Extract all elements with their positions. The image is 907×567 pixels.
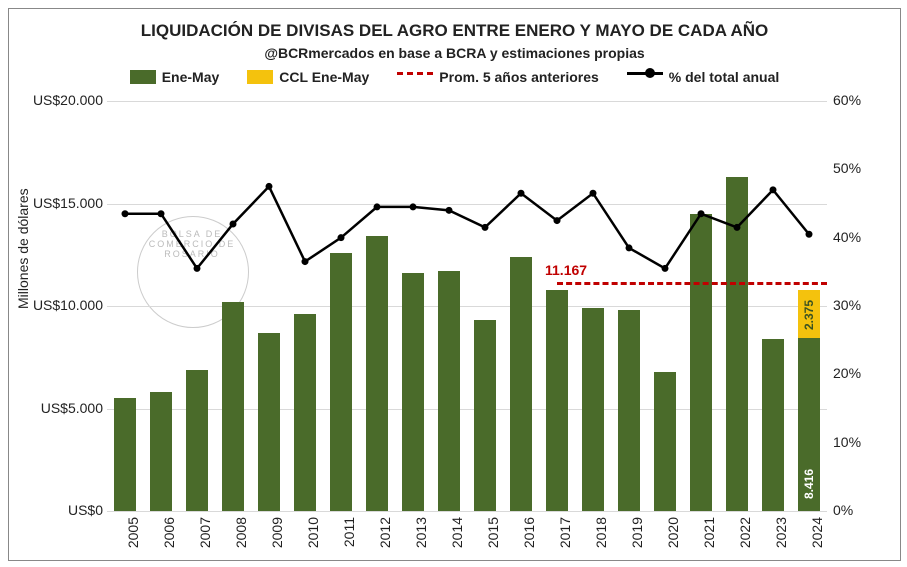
x-tick: 2012 bbox=[377, 517, 393, 557]
legend-item: Prom. 5 años anteriores bbox=[397, 69, 599, 85]
legend: Ene-May CCL Ene-May Prom. 5 años anteriore… bbox=[9, 69, 900, 85]
x-tick: 2005 bbox=[125, 517, 141, 557]
legend-item: Ene-May bbox=[130, 69, 220, 85]
y-tick-right: 20% bbox=[833, 365, 893, 381]
y-axis-left: US$0US$5.000US$10.000US$15.000US$20.000 bbox=[29, 101, 107, 511]
x-tick: 2023 bbox=[773, 517, 789, 557]
x-tick: 2015 bbox=[485, 517, 501, 557]
x-tick: 2016 bbox=[521, 517, 537, 557]
x-tick: 2013 bbox=[413, 517, 429, 557]
line-pct-total bbox=[107, 101, 827, 511]
x-tick: 2010 bbox=[305, 517, 321, 557]
x-tick: 2006 bbox=[161, 517, 177, 557]
chart-subtitle: @BCRmercados en base a BCRA y estimacion… bbox=[9, 45, 900, 61]
y-tick-left: US$20.000 bbox=[29, 92, 103, 108]
legend-item: % del total anual bbox=[627, 69, 779, 85]
x-tick: 2020 bbox=[665, 517, 681, 557]
x-tick: 2019 bbox=[629, 517, 645, 557]
y-tick-right: 50% bbox=[833, 160, 893, 176]
x-tick: 2008 bbox=[233, 517, 249, 557]
y-tick-right: 10% bbox=[833, 434, 893, 450]
x-tick: 2018 bbox=[593, 517, 609, 557]
plot-area: BOLSA DE COMERCIO DE ROSARIO 11.1678.416… bbox=[107, 101, 827, 511]
chart-frame: LIQUIDACIÓN DE DIVISAS DEL AGRO ENTRE EN… bbox=[8, 8, 901, 561]
x-tick: 2022 bbox=[737, 517, 753, 557]
x-tick: 2017 bbox=[557, 517, 573, 557]
x-tick: 2009 bbox=[269, 517, 285, 557]
y-tick-left: US$10.000 bbox=[29, 297, 103, 313]
legend-item: CCL Ene-May bbox=[247, 69, 369, 85]
x-tick: 2024 bbox=[809, 517, 825, 557]
gridline bbox=[107, 511, 827, 512]
y-tick-left: US$15.000 bbox=[29, 195, 103, 211]
x-tick: 2007 bbox=[197, 517, 213, 557]
y-tick-left: US$0 bbox=[29, 502, 103, 518]
y-tick-right: 40% bbox=[833, 229, 893, 245]
y-tick-right: 0% bbox=[833, 502, 893, 518]
y-tick-right: 60% bbox=[833, 92, 893, 108]
y-tick-right: 30% bbox=[833, 297, 893, 313]
y-axis-right: 0%10%20%30%40%50%60% bbox=[829, 101, 899, 511]
x-axis: 2005 2006 2007 2008 2009 2010 2011 2012 2013 2014… bbox=[107, 513, 827, 563]
chart-title: LIQUIDACIÓN DE DIVISAS DEL AGRO ENTRE EN… bbox=[9, 21, 900, 41]
x-tick: 2011 bbox=[341, 517, 357, 557]
x-tick: 2021 bbox=[701, 517, 717, 557]
x-tick: 2014 bbox=[449, 517, 465, 557]
y-tick-left: US$5.000 bbox=[29, 400, 103, 416]
bar-value-label: 2.375 bbox=[802, 290, 816, 340]
bar-value-label: 8.416 bbox=[802, 459, 816, 509]
